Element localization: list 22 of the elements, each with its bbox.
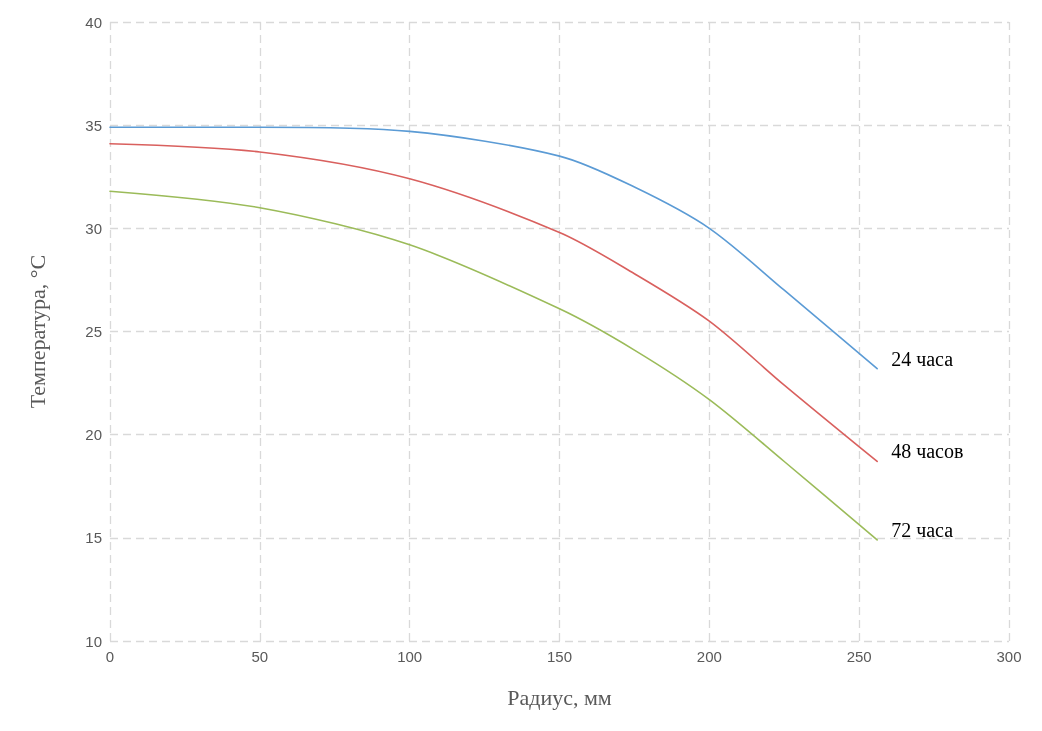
y-tick-label: 25: [85, 323, 102, 340]
y-tick-label: 40: [85, 13, 102, 31]
x-tick-label: 100: [397, 648, 423, 665]
series-label: 24 часа: [891, 347, 954, 370]
x-tick-label: 50: [251, 648, 269, 665]
line-series: [109, 142, 878, 463]
x-axis-title: Радиус, мм: [507, 684, 612, 710]
y-tick-label: 10: [85, 632, 102, 650]
x-tick-label: 300: [996, 648, 1022, 665]
x-tick-label: 200: [696, 648, 722, 665]
y-axis-title: Температура, °С: [24, 254, 50, 409]
x-tick-label: 0: [105, 648, 115, 665]
x-tick-label: 150: [546, 648, 573, 665]
series-label: 72 часа: [891, 518, 954, 541]
y-tick-label: 15: [85, 529, 102, 547]
line-series: [109, 126, 878, 370]
y-tick-label: 35: [85, 116, 102, 134]
y-tick-label: 20: [85, 426, 102, 444]
x-tick-label: 250: [846, 648, 872, 665]
y-tick-label: 30: [85, 219, 102, 237]
line-series: [109, 190, 878, 541]
series-label: 48 часов: [891, 440, 964, 463]
